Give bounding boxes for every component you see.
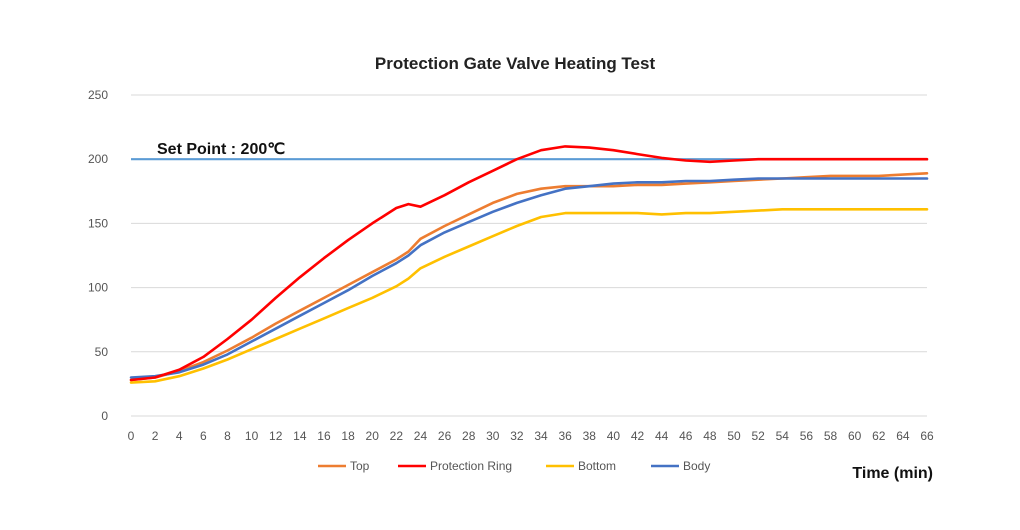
x-tick-label: 42 — [631, 429, 645, 443]
y-tick-label: 50 — [95, 345, 109, 359]
x-tick-label: 32 — [510, 429, 524, 443]
x-tick-label: 58 — [824, 429, 838, 443]
legend-label: Protection Ring — [430, 459, 512, 473]
x-tick-label: 16 — [317, 429, 331, 443]
legend-label: Top — [350, 459, 370, 473]
x-tick-label: 52 — [751, 429, 765, 443]
x-tick-label: 56 — [800, 429, 814, 443]
series-lines — [129, 145, 929, 384]
x-tick-label: 20 — [366, 429, 380, 443]
y-tick-label: 100 — [88, 281, 108, 295]
x-tick-label: 66 — [920, 429, 934, 443]
x-tick-label: 6 — [200, 429, 207, 443]
x-tick-label: 48 — [703, 429, 717, 443]
y-tick-label: 150 — [88, 216, 108, 230]
series-line-bottom — [129, 208, 929, 384]
x-tick-label: 54 — [776, 429, 790, 443]
set-point-annotation: Set Point : 200℃ — [131, 141, 927, 161]
x-tick-label: 40 — [607, 429, 621, 443]
x-tick-label: 34 — [534, 429, 548, 443]
x-tick-label: 60 — [848, 429, 862, 443]
x-tick-label: 44 — [655, 429, 669, 443]
x-tick-label: 14 — [293, 429, 307, 443]
x-tick-label: 10 — [245, 429, 259, 443]
x-tick-label: 36 — [559, 429, 573, 443]
x-axis-title: Time (min) — [852, 465, 933, 482]
set-point-label: Set Point : 200℃ — [157, 141, 285, 158]
y-tick-label: 200 — [88, 152, 108, 166]
x-tick-label: 12 — [269, 429, 283, 443]
x-tick-label: 24 — [414, 429, 428, 443]
x-tick-label: 38 — [583, 429, 597, 443]
x-tick-label: 64 — [896, 429, 910, 443]
legend-label: Bottom — [578, 459, 616, 473]
y-tick-label: 0 — [101, 409, 108, 423]
series-line-body — [129, 177, 929, 379]
x-tick-label: 0 — [128, 429, 135, 443]
legend-label: Body — [683, 459, 710, 473]
x-tick-label: 8 — [224, 429, 231, 443]
x-tick-label: 62 — [872, 429, 886, 443]
x-tick-label: 30 — [486, 429, 500, 443]
y-tick-label: 250 — [88, 88, 108, 102]
series-line-protection-ring — [129, 145, 929, 382]
x-tick-label: 46 — [679, 429, 693, 443]
legend: Top Protection Ring Bottom Body — [318, 459, 710, 473]
x-tick-label: 4 — [176, 429, 183, 443]
x-tick-label: 28 — [462, 429, 476, 443]
chart-title: Protection Gate Valve Heating Test — [375, 54, 656, 73]
x-tick-label: 50 — [727, 429, 741, 443]
x-axis-ticks: 0 2 4 6 8 10 12 14 16 18 20 22 24 26 28 30 32 34 36 38 40 42 4… — [128, 429, 934, 443]
x-tick-label: 18 — [341, 429, 355, 443]
x-tick-label: 22 — [390, 429, 404, 443]
x-tick-label: 2 — [152, 429, 159, 443]
y-axis-ticks: 0 50 100 150 200 250 — [88, 88, 108, 423]
x-tick-label: 26 — [438, 429, 452, 443]
